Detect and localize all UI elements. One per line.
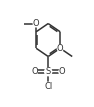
Text: O: O	[33, 19, 39, 28]
Circle shape	[57, 45, 63, 52]
Text: S: S	[46, 67, 51, 76]
Circle shape	[31, 68, 37, 75]
Circle shape	[59, 68, 65, 75]
Circle shape	[33, 20, 39, 27]
Circle shape	[44, 82, 52, 91]
Text: O: O	[59, 67, 65, 76]
Circle shape	[45, 68, 52, 76]
Text: O: O	[31, 67, 38, 76]
Text: O: O	[57, 44, 64, 53]
Text: Cl: Cl	[44, 82, 52, 91]
